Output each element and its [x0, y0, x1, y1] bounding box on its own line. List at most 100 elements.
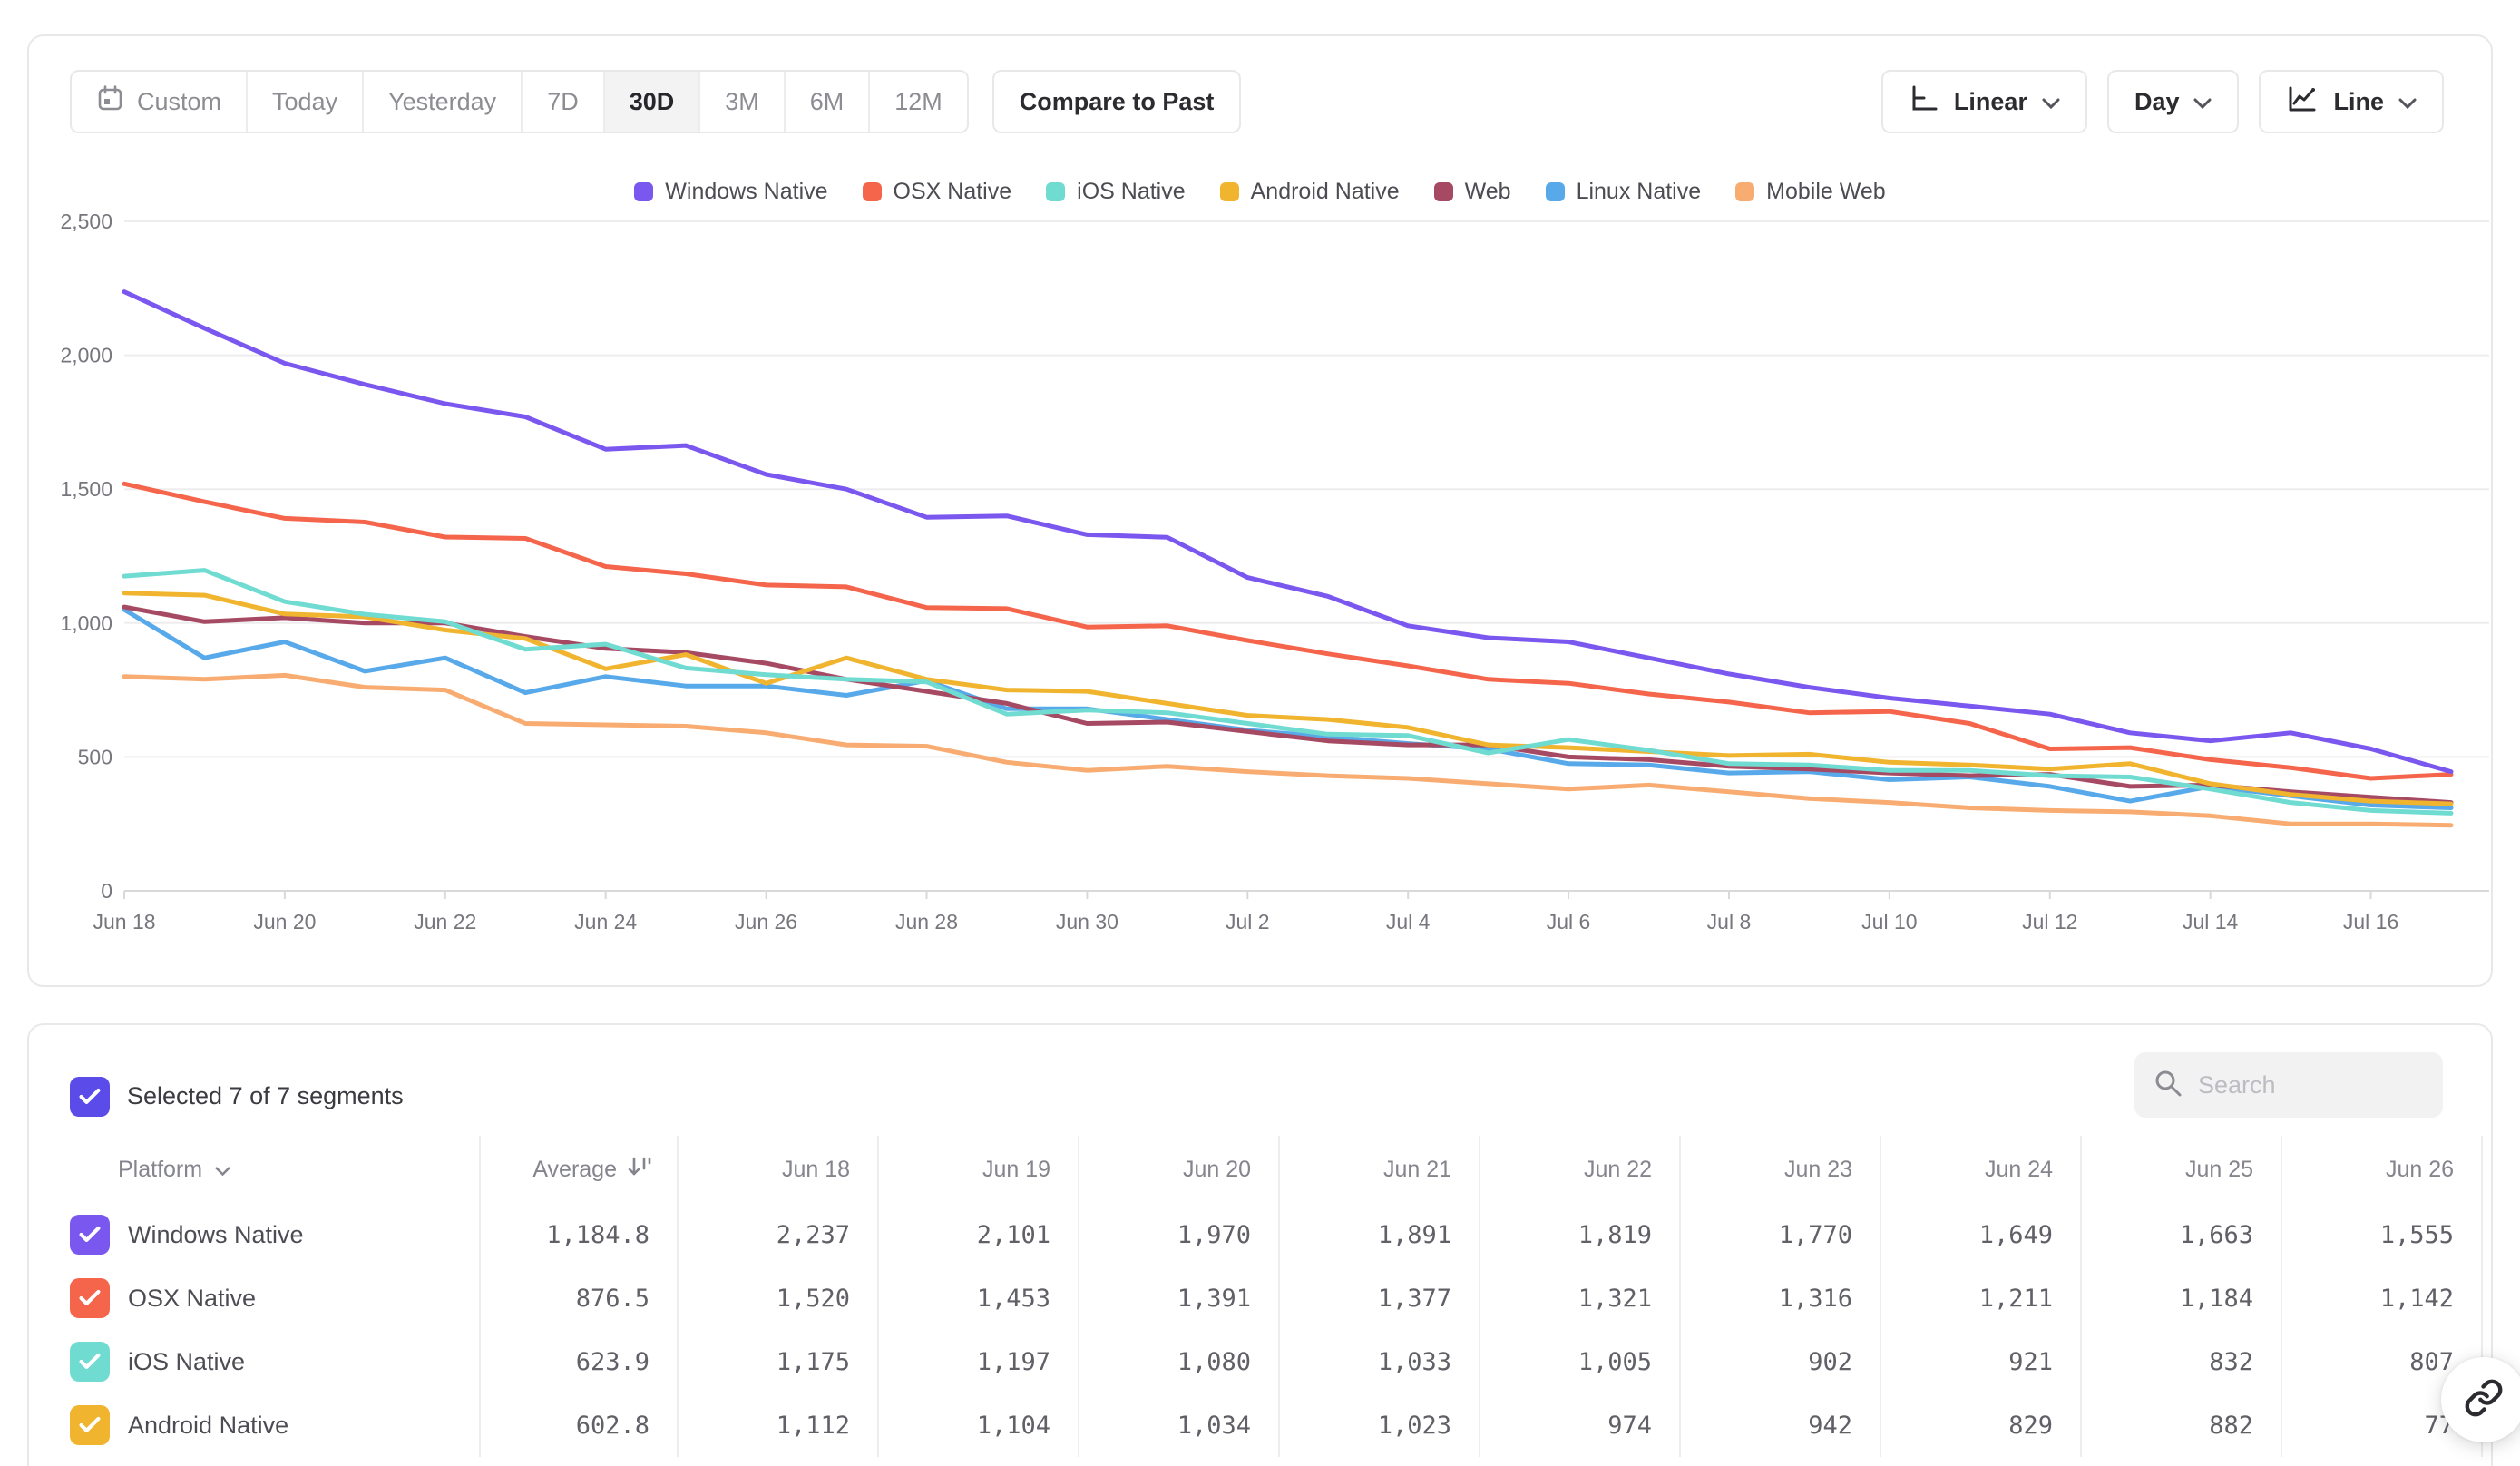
select-all-checkbox[interactable] — [70, 1077, 110, 1117]
search-box — [2134, 1052, 2443, 1118]
daily-value: 1,104 — [879, 1393, 1079, 1457]
legend-item-web[interactable]: Web — [1433, 179, 1511, 205]
daily-value: 1,112 — [679, 1393, 879, 1457]
series-line-osx-native[interactable] — [122, 481, 2454, 781]
date-column-header: Jun 19 — [879, 1136, 1079, 1203]
range-today[interactable]: Today — [248, 72, 365, 132]
search-icon — [2153, 1068, 2183, 1103]
segment-checkbox-windows-native[interactable] — [70, 1215, 110, 1255]
x-axis-tick-label: Jun 20 — [253, 910, 316, 933]
daily-value: 1,197 — [879, 1330, 1079, 1393]
daily-value: 1,520 — [679, 1266, 879, 1330]
legend-swatch — [1433, 182, 1453, 201]
range-yesterday[interactable]: Yesterday — [364, 72, 523, 132]
x-axis-tick-label: Jul 6 — [1547, 910, 1591, 933]
average-value: 876.5 — [481, 1266, 679, 1330]
y-axis-tick-label: 500 — [78, 745, 112, 768]
chevron-down-icon — [2193, 88, 2212, 116]
legend-label: Windows Native — [665, 179, 828, 204]
share-link-button[interactable] — [2441, 1357, 2520, 1442]
range-custom[interactable]: Custom — [72, 72, 249, 132]
daily-value: 1,970 — [1079, 1203, 1280, 1266]
daily-value: 1,175 — [679, 1330, 879, 1393]
daily-value: 921 — [1881, 1330, 2082, 1393]
y-axis-tick-label: 2,500 — [60, 210, 112, 233]
y-axis-tick-label: 2,000 — [60, 344, 112, 367]
legend-item-osx-native[interactable]: OSX Native — [862, 179, 1012, 205]
daily-value: 2,237 — [679, 1203, 879, 1266]
table-header-bar: Selected 7 of 7 segments — [29, 1025, 2491, 1132]
range-3m[interactable]: 3M — [700, 72, 786, 132]
segment-checkbox-ios-native[interactable] — [70, 1342, 110, 1382]
series-line-linux-native[interactable] — [122, 607, 2454, 810]
y-axis-tick-label: 0 — [101, 879, 112, 903]
date-column-header: Jun 26 — [2282, 1136, 2483, 1203]
scale-select-label: Linear — [1953, 87, 2027, 115]
daily-value: 1,770 — [1681, 1203, 1881, 1266]
platform-column-header[interactable]: Platform — [29, 1136, 481, 1203]
chart-toolbar: Custom Today Yesterday 7D 30D 3M 6M 12M Compare… — [70, 70, 2444, 133]
segment-checkbox-osx-native[interactable] — [70, 1278, 110, 1318]
legend-label: iOS Native — [1077, 179, 1186, 204]
daily-value: 902 — [1681, 1330, 1881, 1393]
date-column-header: Jun 20 — [1079, 1136, 1280, 1203]
segment-checkbox-android-native[interactable] — [70, 1405, 110, 1445]
series-line-mobile-web[interactable] — [122, 672, 2454, 828]
daily-value: 1,023 — [1280, 1393, 1480, 1457]
date-column-header: Jun 24 — [1881, 1136, 2082, 1203]
x-axis-tick-label: Jul 14 — [2183, 910, 2239, 933]
search-input[interactable] — [2198, 1070, 2398, 1100]
series-line-android-native[interactable] — [122, 591, 2454, 806]
daily-value: 1,316 — [1681, 1266, 1881, 1330]
x-axis-tick-label: Jun 30 — [1056, 910, 1118, 933]
x-axis-tick-label: Jun 24 — [574, 910, 637, 933]
legend-item-android-native[interactable]: Android Native — [1219, 179, 1400, 205]
range-6m[interactable]: 6M — [785, 72, 871, 132]
x-axis-tick-label: Jul 16 — [2343, 910, 2398, 933]
range-label: 30D — [629, 87, 675, 115]
range-30d[interactable]: 30D — [604, 72, 701, 132]
daily-value: 974 — [1480, 1393, 1681, 1457]
series-line-windows-native[interactable] — [122, 289, 2454, 775]
date-column-header: Jun 18 — [679, 1136, 879, 1203]
daily-value: 882 — [2082, 1393, 2282, 1457]
chart-type-select-label: Line — [2333, 87, 2384, 115]
legend-label: OSX Native — [893, 179, 1012, 204]
daily-value: 2,101 — [879, 1203, 1079, 1266]
legend-item-windows-native[interactable]: Windows Native — [634, 179, 828, 205]
platform-header-label: Platform — [118, 1156, 203, 1182]
check-icon — [79, 1088, 101, 1104]
x-axis-tick-label: Jul 8 — [1707, 910, 1752, 933]
average-column-header[interactable]: Average — [481, 1136, 679, 1203]
platform-name: iOS Native — [128, 1347, 246, 1375]
series-line-ios-native[interactable] — [122, 568, 2454, 816]
chart-type-select[interactable]: Line — [2259, 70, 2444, 133]
daily-value: 1,184 — [2082, 1266, 2282, 1330]
chevron-down-icon — [2398, 88, 2417, 116]
table-row-platform: iOS Native — [29, 1330, 481, 1393]
legend-item-ios-native[interactable]: iOS Native — [1046, 179, 1186, 205]
range-label: Today — [272, 87, 338, 115]
average-value: 602.8 — [481, 1393, 679, 1457]
line-chart-icon — [2286, 83, 2319, 121]
segments-table-card: Selected 7 of 7 segments Platform Average… — [27, 1023, 2493, 1466]
legend-swatch — [1545, 182, 1565, 201]
x-axis-tick-label: Jun 18 — [93, 910, 155, 933]
legend-swatch — [634, 182, 654, 201]
legend-item-linux-native[interactable]: Linux Native — [1545, 179, 1701, 205]
table-row-platform: Windows Native — [29, 1203, 481, 1266]
range-label: 7D — [547, 87, 579, 115]
range-label: 12M — [894, 87, 943, 115]
range-7d[interactable]: 7D — [523, 72, 605, 132]
scale-select[interactable]: Linear — [1880, 70, 2087, 133]
compare-to-past-button[interactable]: Compare to Past — [991, 70, 1242, 133]
daily-value: 1,211 — [1881, 1266, 2082, 1330]
daily-value: 1,391 — [1079, 1266, 1280, 1330]
range-12m[interactable]: 12M — [870, 72, 967, 132]
legend-label: Web — [1464, 179, 1511, 204]
interval-select[interactable]: Day — [2106, 70, 2240, 133]
segments-table: Platform Average Jun 18 Jun 19 Jun 20 Jun 21 J… — [29, 1136, 2483, 1457]
table-row-platform: OSX Native — [29, 1266, 481, 1330]
legend-item-mobile-web[interactable]: Mobile Web — [1735, 179, 1886, 205]
